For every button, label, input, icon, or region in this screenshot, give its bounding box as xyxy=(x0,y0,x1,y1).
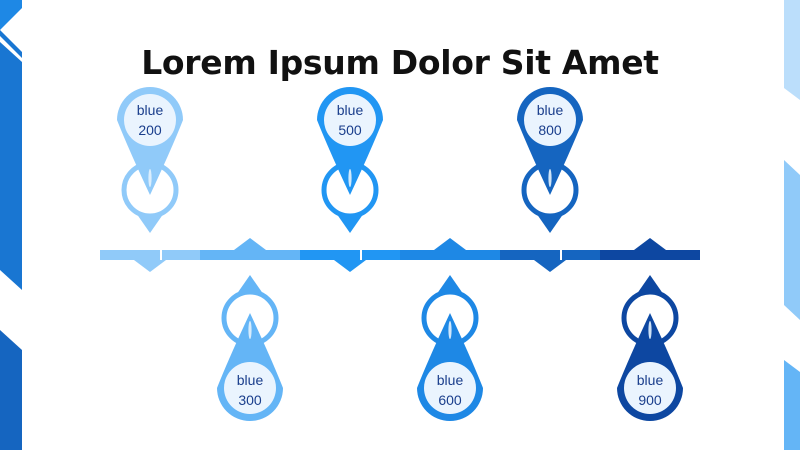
timeline-bar-segment xyxy=(362,250,400,260)
pin-label-line2: 800 xyxy=(538,122,562,138)
timeline-bar-segment xyxy=(240,250,300,260)
page-title: Lorem Ipsum Dolor Sit Amet xyxy=(141,43,659,82)
pin-label-disc xyxy=(424,362,476,414)
timeline-bar-segment xyxy=(562,250,600,260)
bar-notch xyxy=(534,260,566,272)
milestone-300: blue 300 xyxy=(217,238,283,421)
bar-notch xyxy=(634,238,666,250)
pin-label-line1: blue xyxy=(437,372,464,388)
pin-highlight xyxy=(648,321,652,339)
pin-label-line1: blue xyxy=(537,102,564,118)
pin-label-disc xyxy=(624,362,676,414)
pin-highlight xyxy=(448,321,452,339)
pin-label-line2: 900 xyxy=(638,392,662,408)
pin-label-line1: blue xyxy=(137,102,164,118)
pin-highlight xyxy=(248,321,252,339)
bar-notch xyxy=(134,260,166,272)
timeline-bar-segment xyxy=(200,250,240,260)
timeline-bar-segment xyxy=(640,250,700,260)
timeline-bar-segment xyxy=(440,250,500,260)
pin-label-line2: 300 xyxy=(238,392,262,408)
right-edge-decoration xyxy=(784,0,800,450)
pin-label-disc xyxy=(124,94,176,146)
timeline-bar-segment xyxy=(300,250,360,260)
pin-label-line2: 600 xyxy=(438,392,462,408)
bar-notch xyxy=(234,238,266,250)
pin-label-line1: blue xyxy=(237,372,264,388)
pin-label-disc xyxy=(524,94,576,146)
pin-label-line2: 200 xyxy=(138,122,162,138)
pin-label-line1: blue xyxy=(637,372,664,388)
pin-label-line1: blue xyxy=(337,102,364,118)
bar-notch xyxy=(334,260,366,272)
pin-highlight xyxy=(148,169,152,187)
timeline-bar-segment xyxy=(500,250,560,260)
pin-highlight xyxy=(348,169,352,187)
timeline-bar-segment xyxy=(600,250,640,260)
pin-label-disc xyxy=(224,362,276,414)
milestone-800: blue 800 xyxy=(517,87,583,272)
timeline-bar-segment xyxy=(400,250,440,260)
timeline-bar-segment xyxy=(100,250,160,260)
milestone-500: blue 500 xyxy=(317,87,383,272)
milestone-200: blue 200 xyxy=(117,86,183,272)
pin-highlight xyxy=(548,169,552,187)
milestone-900: blue 900 xyxy=(617,238,683,421)
pin-label-line2: 500 xyxy=(338,122,362,138)
milestone-600: blue 600 xyxy=(417,238,483,421)
pin-label-disc xyxy=(324,94,376,146)
left-edge-decoration xyxy=(0,0,22,450)
bar-notch xyxy=(434,238,466,250)
timeline-bar-segment xyxy=(162,250,200,260)
